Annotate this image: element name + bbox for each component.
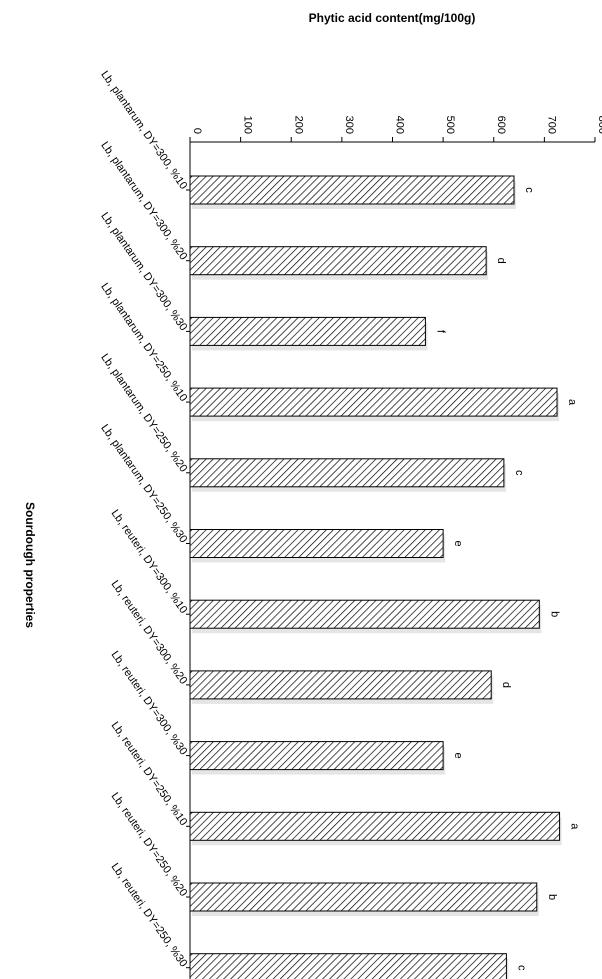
category-label: Lb, plantarum, DY=300, %20 [98,140,189,263]
chart-title: Phytic acid content(mg/100g) [309,11,476,25]
bar [189,175,515,205]
significance-label: a [566,399,578,406]
category-label: Lb, plantarum, DY=300, %30 [98,210,189,333]
bar [189,811,561,841]
x-tick-label: 700 [545,116,557,134]
bar [189,670,492,700]
significance-label: d [500,682,512,688]
category-label: Lb, plantarum, DY=250, %20 [98,352,189,475]
bar [189,882,538,912]
significance-label: b [546,894,558,900]
x-axis: 0 100 200 300 400 500 600 700 800 [189,116,602,975]
significance-label: d [495,258,507,264]
x-tick-label: 0 [191,128,203,134]
x-tick-label: 800 [596,116,602,134]
category-label: Lb, plantarum, DY=250, %10 [98,281,189,404]
significance-label: b [548,611,560,617]
category-label: Lb, plantarum, DY=250, %30 [98,422,189,545]
x-tick-label: 200 [292,116,304,134]
bar [189,953,507,979]
bar [189,246,487,276]
x-tick-label: 400 [394,116,406,134]
x-tick-label: 500 [444,116,456,134]
x-tick-label: 600 [495,116,507,134]
x-tick-label: 300 [343,116,355,134]
bars: c d f a c e b d e a b c [189,175,581,979]
bar [189,387,558,417]
category-label: Lb, plantarum, DY=300, %10 [98,69,189,192]
x-tick-label: 100 [242,116,254,134]
significance-label: e [452,540,464,546]
significance-label: a [569,823,581,830]
bar [189,529,444,558]
bar [189,316,426,346]
significance-label: e [452,753,464,759]
significance-label: f [434,330,446,334]
significance-label: c [513,470,525,476]
significance-label: c [523,187,535,193]
bar [189,741,444,771]
significance-label: c [515,965,527,971]
bar [189,599,540,629]
y-axis-label: Sourdough properties [23,502,37,628]
bar [189,458,505,488]
